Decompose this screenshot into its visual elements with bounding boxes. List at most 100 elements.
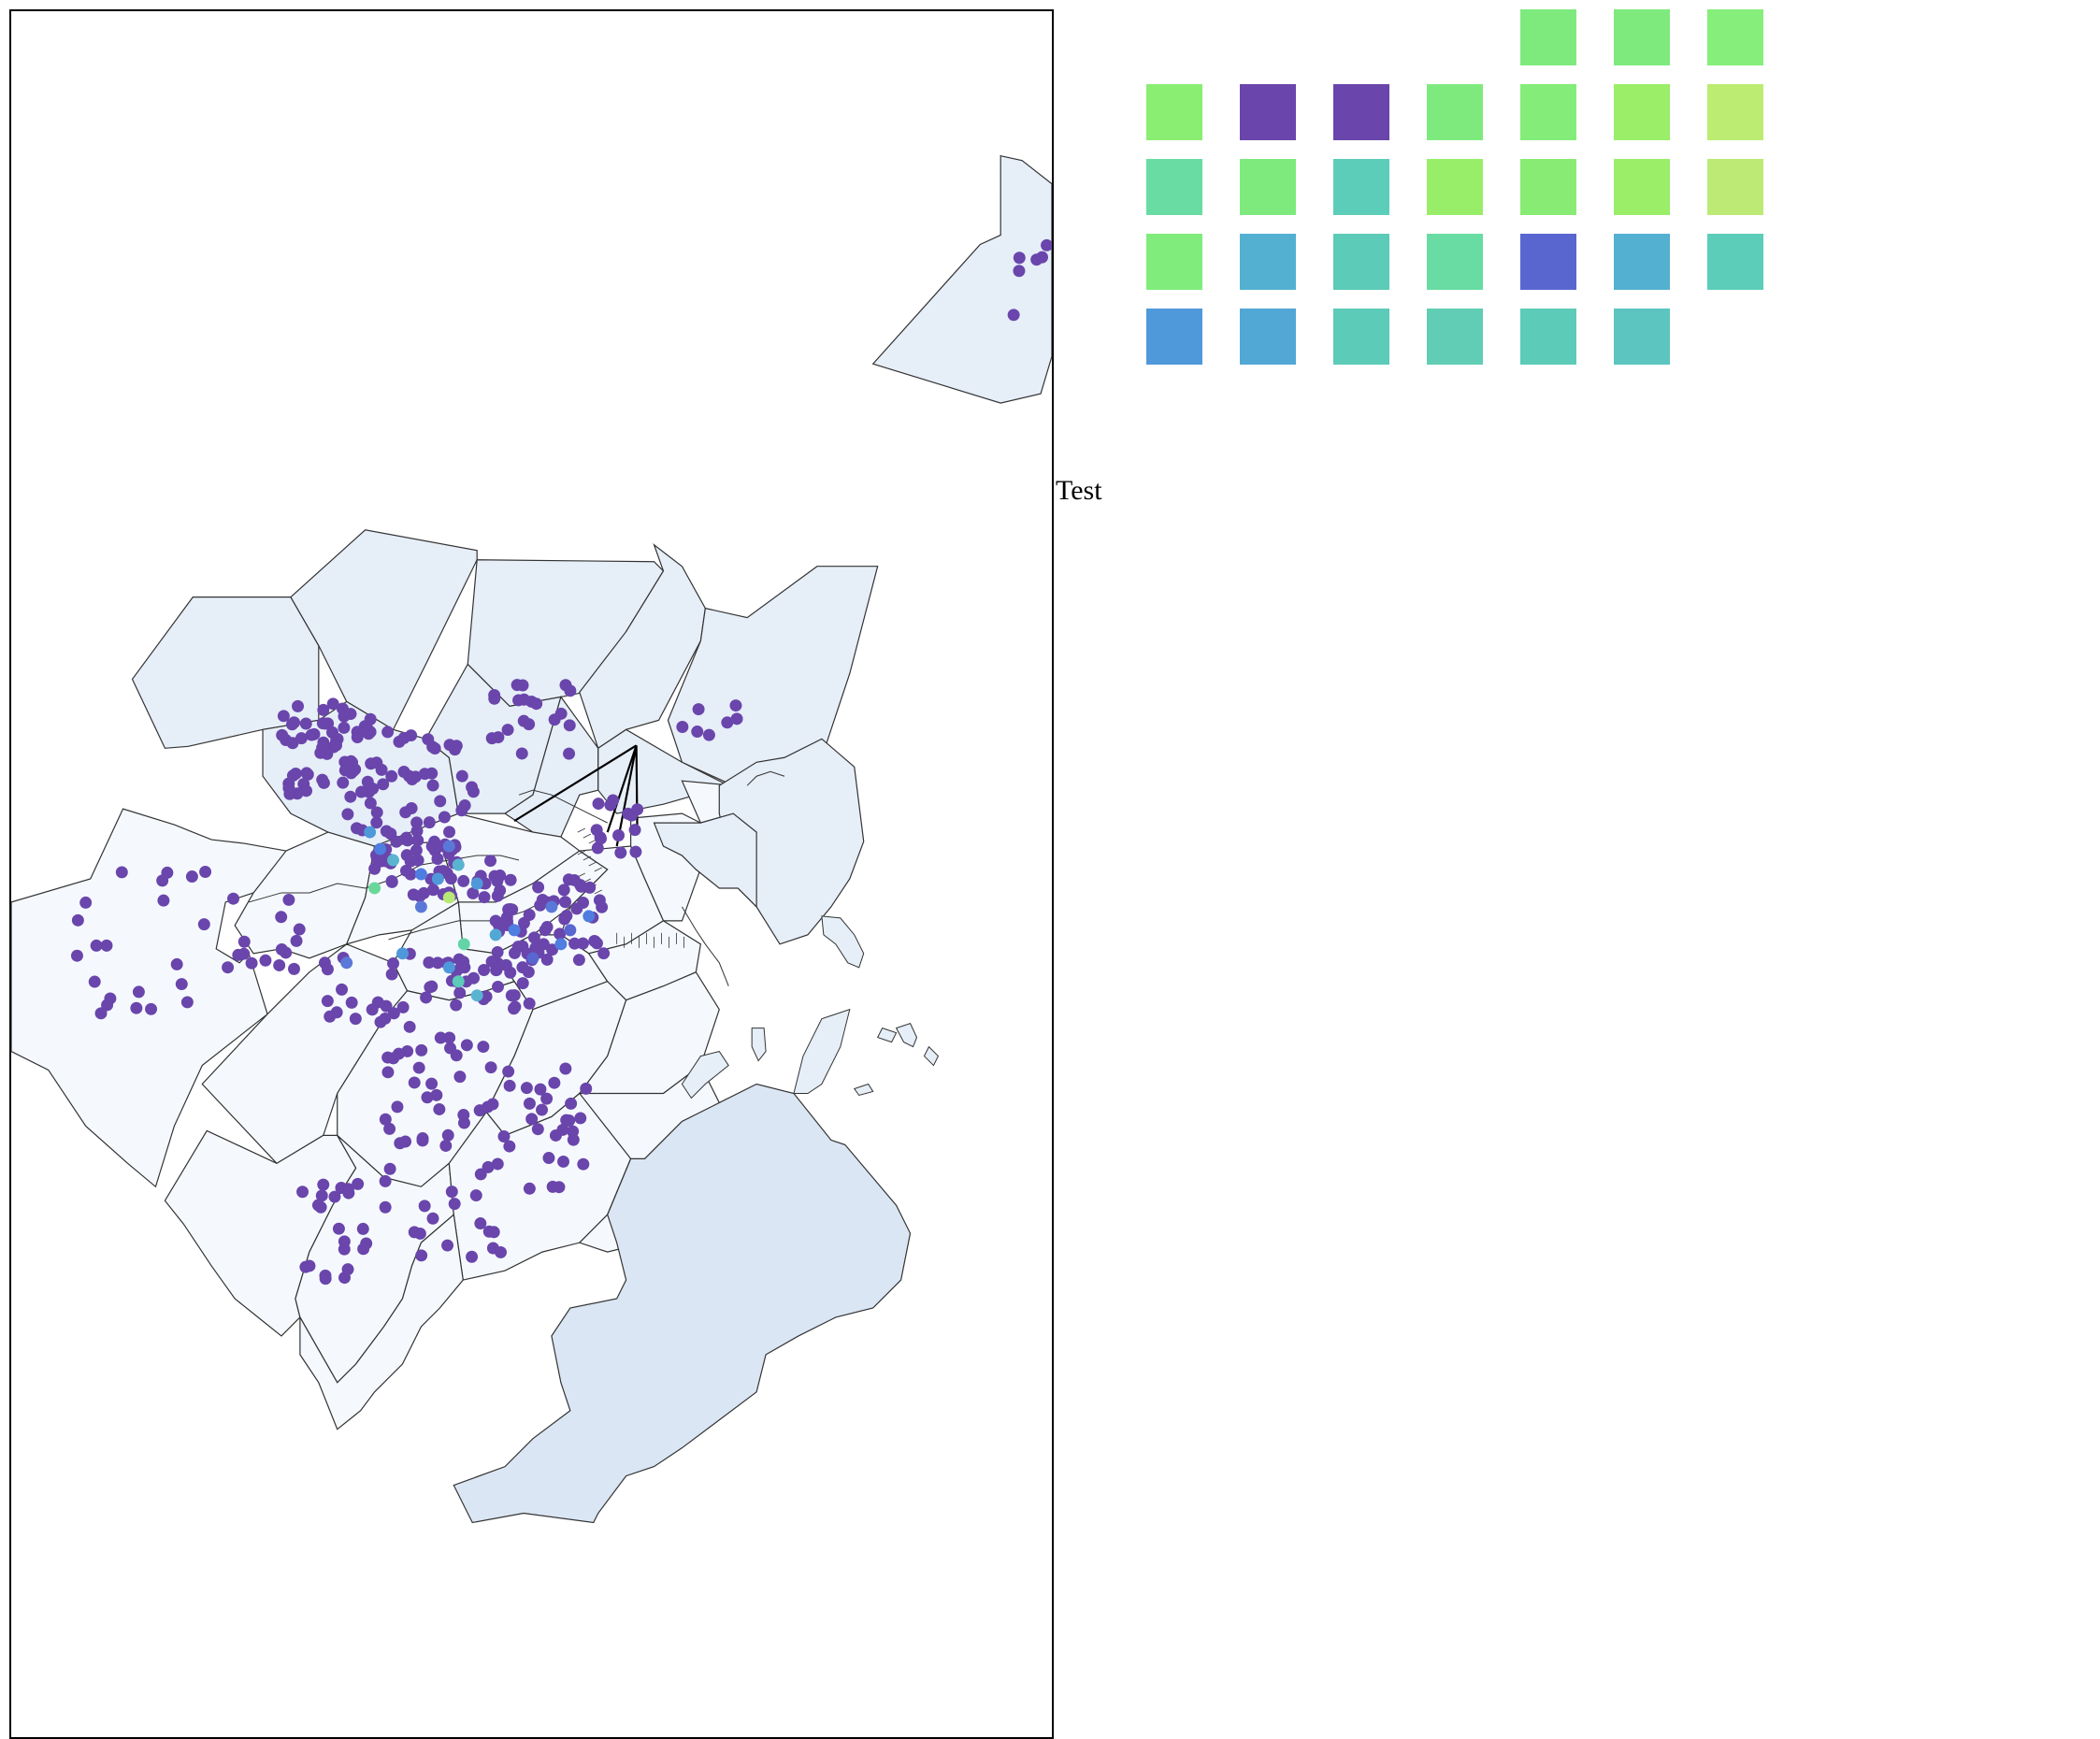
station-point[interactable]: [443, 826, 456, 839]
station-point[interactable]: [517, 916, 530, 929]
station-point[interactable]: [474, 1217, 487, 1230]
station-point[interactable]: [401, 834, 414, 847]
station-point[interactable]: [557, 1155, 569, 1168]
station-point[interactable]: [90, 939, 103, 952]
station-point[interactable]: [438, 811, 451, 824]
station-point[interactable]: [559, 679, 572, 692]
station-point[interactable]: [345, 767, 358, 780]
station-point[interactable]: [556, 1123, 569, 1136]
station-point[interactable]: [614, 846, 627, 859]
station-point[interactable]: [277, 710, 290, 723]
station-point[interactable]: [612, 828, 626, 841]
station-point[interactable]: [470, 989, 483, 1002]
station-point[interactable]: [411, 854, 424, 867]
station-point[interactable]: [280, 946, 293, 959]
station-point[interactable]: [452, 975, 465, 988]
station-point[interactable]: [352, 1177, 365, 1190]
station-point[interactable]: [399, 864, 412, 877]
station-point[interactable]: [442, 840, 455, 853]
station-point[interactable]: [319, 1272, 332, 1286]
station-point[interactable]: [300, 767, 313, 780]
station-point[interactable]: [296, 1186, 309, 1199]
station-point[interactable]: [540, 1092, 554, 1105]
station-point[interactable]: [288, 962, 300, 975]
station-point[interactable]: [426, 779, 439, 792]
station-point[interactable]: [344, 708, 357, 721]
station-point[interactable]: [508, 989, 521, 1002]
station-point[interactable]: [484, 855, 496, 868]
station-point[interactable]: [385, 769, 398, 783]
station-point[interactable]: [565, 1097, 578, 1110]
station-point[interactable]: [180, 996, 194, 1009]
station-point[interactable]: [596, 900, 609, 913]
station-point[interactable]: [326, 697, 339, 711]
station-point[interactable]: [503, 1079, 516, 1092]
station-point[interactable]: [396, 1000, 410, 1013]
station-point[interactable]: [428, 835, 441, 848]
station-point[interactable]: [570, 902, 583, 915]
station-point[interactable]: [523, 997, 536, 1010]
station-point[interactable]: [492, 980, 505, 993]
station-point[interactable]: [328, 1190, 341, 1203]
station-point[interactable]: [583, 910, 596, 923]
station-point[interactable]: [443, 1031, 456, 1044]
station-point[interactable]: [364, 797, 377, 810]
station-point[interactable]: [591, 841, 604, 855]
station-point[interactable]: [491, 889, 504, 902]
station-point[interactable]: [491, 1157, 504, 1171]
station-point[interactable]: [410, 825, 424, 838]
station-point[interactable]: [305, 728, 318, 741]
station-point[interactable]: [520, 1082, 533, 1095]
station-point[interactable]: [397, 766, 410, 778]
station-point[interactable]: [539, 924, 552, 937]
station-point[interactable]: [534, 898, 547, 912]
station-point[interactable]: [508, 924, 521, 937]
station-point[interactable]: [607, 794, 620, 807]
station-point[interactable]: [407, 888, 420, 901]
station-point[interactable]: [199, 866, 212, 878]
station-point[interactable]: [574, 1112, 587, 1125]
station-point[interactable]: [232, 948, 245, 961]
station-point[interactable]: [412, 1061, 425, 1074]
station-point[interactable]: [442, 891, 455, 904]
station-point[interactable]: [442, 961, 455, 974]
station-point[interactable]: [237, 935, 251, 948]
station-point[interactable]: [691, 726, 704, 739]
station-point[interactable]: [383, 1162, 396, 1175]
station-point[interactable]: [523, 1097, 536, 1110]
neighborhood-map[interactable]: [11, 11, 1052, 1737]
station-point[interactable]: [433, 1102, 446, 1115]
station-point[interactable]: [504, 902, 517, 915]
station-point[interactable]: [390, 835, 403, 848]
station-point[interactable]: [676, 721, 689, 733]
station-point[interactable]: [516, 977, 529, 990]
station-point[interactable]: [628, 824, 641, 837]
station-point[interactable]: [377, 778, 390, 791]
station-point[interactable]: [434, 795, 447, 808]
station-point[interactable]: [523, 1182, 536, 1195]
station-point[interactable]: [315, 1189, 328, 1202]
station-point[interactable]: [512, 694, 525, 707]
station-point[interactable]: [324, 1010, 337, 1023]
station-point[interactable]: [406, 773, 419, 785]
station-point[interactable]: [288, 716, 300, 729]
station-point[interactable]: [132, 985, 145, 999]
station-point[interactable]: [489, 928, 502, 941]
station-point[interactable]: [577, 1157, 590, 1171]
station-point[interactable]: [576, 937, 589, 950]
station-point[interactable]: [477, 1041, 490, 1054]
station-point[interactable]: [470, 877, 483, 890]
station-point[interactable]: [692, 703, 705, 716]
station-point[interactable]: [88, 975, 101, 988]
station-point[interactable]: [299, 717, 312, 730]
station-point[interactable]: [423, 956, 436, 969]
station-point[interactable]: [293, 923, 306, 936]
station-point[interactable]: [101, 999, 114, 1012]
station-point[interactable]: [418, 1200, 431, 1213]
station-point[interactable]: [366, 1003, 379, 1016]
station-point[interactable]: [349, 1013, 362, 1026]
station-point[interactable]: [503, 1140, 516, 1153]
station-point[interactable]: [563, 719, 576, 732]
station-point[interactable]: [396, 947, 409, 960]
station-point[interactable]: [1036, 251, 1048, 264]
